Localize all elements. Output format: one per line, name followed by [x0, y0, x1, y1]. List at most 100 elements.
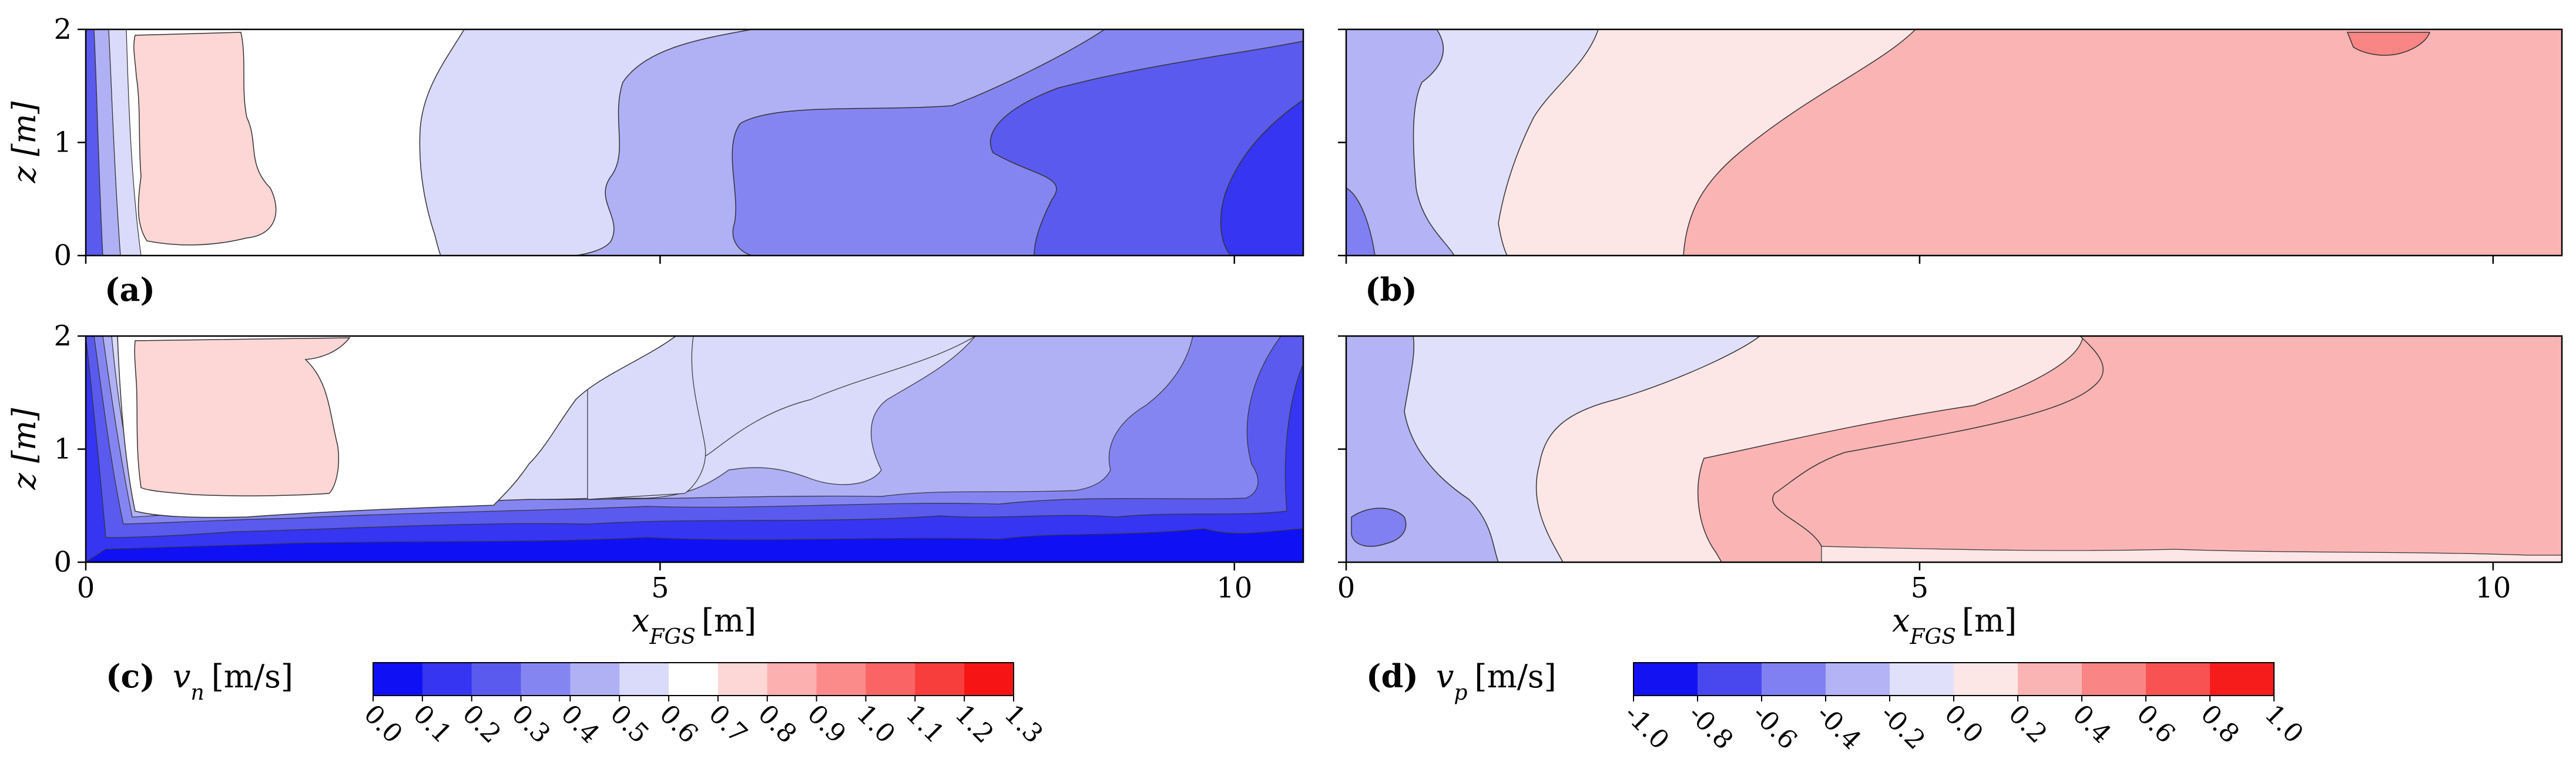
colorbar-vn-swatch-9 [816, 663, 866, 696]
vp-top-level-0.6 [2346, 32, 2431, 56]
colorbar-vp-label-6: 0.2 [2003, 699, 2053, 750]
colorbar-vp-label-10: 1.0 [2259, 699, 2309, 750]
panel-a [85, 28, 1304, 257]
panel-label-b: (b) [1365, 271, 1417, 308]
colorbar-vp-label-2: -0.6 [1746, 699, 1803, 755]
x-axis-label-right: xFGS [m] [1892, 602, 2017, 649]
x-axis-main-left: x [632, 602, 649, 639]
vp-bot-level-0.0-strip [1821, 546, 2562, 562]
colorbar-vn-swatch-0 [373, 663, 423, 696]
vp-top-level-m0.4 [1346, 29, 1455, 256]
colorbar-vn-swatch-7 [717, 663, 768, 696]
colorbar-vn-unit: [m/s] [212, 658, 293, 695]
colorbar-vn-label-0: 0.0 [358, 699, 408, 750]
colorbar-vn-label-5: 0.5 [604, 699, 655, 750]
colorbar-vp-label-8: 0.6 [2131, 699, 2181, 750]
colorbar-vp-swatch-4 [1890, 663, 1954, 696]
colorbar-vp-label-0: -1.0 [1618, 699, 1675, 755]
x-axis-sub-left: FGS [649, 625, 695, 649]
panel-label-a: (a) [105, 271, 155, 308]
colorbar-vp-symbol: v [1436, 658, 1454, 695]
colorbar-vn-label-7: 0.7 [703, 699, 753, 750]
panel-b-contours [1346, 29, 2562, 256]
y-tick-label-a-1: 1 [53, 126, 72, 159]
panel-d [1345, 335, 2563, 563]
x-tick-label-d-2: 10 [2475, 572, 2511, 605]
colorbar-vp-swatch-8 [2146, 663, 2211, 696]
vp-bot-level-m0.4 [1346, 336, 1499, 562]
panel-c [85, 335, 1304, 563]
colorbar-vp-swatch-9 [2210, 663, 2275, 696]
panel-b [1345, 28, 2563, 257]
vn-bot-level-0.8 [134, 337, 351, 496]
colorbar-vn-swatch-3 [521, 663, 571, 696]
colorbars: 0.00.10.20.30.40.50.60.70.80.91.01.11.21… [358, 662, 2309, 755]
colorbar-vp-unit: [m/s] [1474, 658, 1556, 695]
colorbar-vn-tag: (c) [106, 657, 155, 695]
colorbar-vn-swatch-10 [866, 663, 915, 696]
colorbar-vp-swatch-7 [2082, 663, 2146, 696]
vn-top-level-0.7 [133, 32, 277, 246]
colorbar-vp-label-5: 0.0 [1938, 699, 1989, 750]
colorbar-vp-label-7: 0.4 [2067, 699, 2117, 750]
panel-a-contours [86, 29, 1303, 256]
colorbar-vn-label-2: 0.2 [457, 699, 507, 750]
colorbar-vn-swatch-6 [669, 663, 719, 696]
axes: 0 1 2 0 5 10 0 1 2 0 5 10 [53, 13, 2511, 605]
colorbar-vp-swatch-5 [1954, 663, 2018, 696]
colorbar-vp-swatch-6 [2018, 663, 2082, 696]
colorbar-vp-swatch-3 [1826, 663, 1890, 696]
colorbar-vp-tag: (d) [1366, 657, 1418, 695]
colorbar-vn-label-4: 0.4 [555, 699, 606, 750]
vn-top-wall-0.5 [108, 29, 142, 256]
colorbar-vn-sub: n [191, 681, 204, 705]
colorbar-vp-label-3: -0.4 [1810, 699, 1867, 755]
colorbar-vp-label-1: -0.8 [1682, 699, 1739, 755]
y-tick-label-a-2: 2 [53, 13, 72, 46]
y-axis-label-c: z [m] [6, 408, 43, 491]
colorbar-vn-label-12: 1.2 [949, 699, 999, 750]
y-tick-label-a-0: 0 [53, 239, 72, 272]
colorbar-vp-swatch-1 [1698, 663, 1762, 696]
colorbar-vn-label-1: 0.1 [407, 699, 458, 750]
colorbar-vn-symbol: v [173, 658, 191, 695]
x-axis-unit-left: [m] [702, 602, 756, 639]
x-axis-unit-right: [m] [1962, 602, 2017, 639]
colorbar-vn-frame [373, 662, 1014, 696]
colorbar-vp-label-4: -0.2 [1874, 699, 1931, 755]
colorbar-vn-label-6: 0.6 [653, 699, 704, 750]
panel-c-contours [86, 336, 1303, 562]
colorbar-vn-swatch-4 [570, 663, 620, 696]
colorbar-vn-label-3: 0.3 [506, 699, 556, 750]
colorbar-vp-swatch-2 [1762, 663, 1826, 696]
x-tick-label-d-1: 5 [1911, 572, 1929, 605]
vp-bot-level-m0.6 [1351, 508, 1407, 547]
x-axis-label-left: xFGS [m] [632, 602, 756, 649]
colorbar-vn-swatch-2 [471, 663, 522, 696]
x-axis-sub-right: FGS [1909, 625, 1956, 649]
colorbar-vp-swatch-0 [1634, 663, 1698, 696]
colorbar-vn-label-8: 0.8 [752, 699, 803, 750]
colorbar-vp-sub: p [1454, 681, 1467, 705]
x-axis-main-right: x [1892, 602, 1910, 639]
colorbar-vn-swatch-5 [619, 663, 669, 696]
y-tick-label-c-2: 2 [53, 320, 72, 352]
colorbar-vp-title: (d) vp [m/s] [1366, 657, 1557, 705]
colorbar-vn-title: (c) vn [m/s] [106, 657, 293, 705]
y-tick-label-c-1: 1 [53, 433, 72, 466]
x-tick-label-c-1: 5 [651, 572, 669, 605]
colorbar-vn-label-10: 1.0 [851, 699, 901, 750]
colorbar-vn-swatch-8 [767, 663, 817, 696]
colorbar-vn-label-13: 1.3 [998, 699, 1049, 750]
colorbar-vn-swatch-12 [964, 663, 1014, 696]
colorbar-vp-label-9: 0.8 [2195, 699, 2245, 750]
panel-d-contours [1346, 336, 2562, 562]
colorbar-vn-label-9: 0.9 [801, 699, 852, 750]
y-tick-label-c-0: 0 [53, 546, 72, 579]
y-axis-label-a: z [m] [6, 101, 43, 184]
colorbar-vn-swatch-1 [422, 663, 472, 696]
x-tick-label-c-0: 0 [77, 572, 95, 605]
x-tick-label-d-0: 0 [1337, 572, 1356, 605]
vn-bot-level-0.6b [587, 336, 706, 500]
